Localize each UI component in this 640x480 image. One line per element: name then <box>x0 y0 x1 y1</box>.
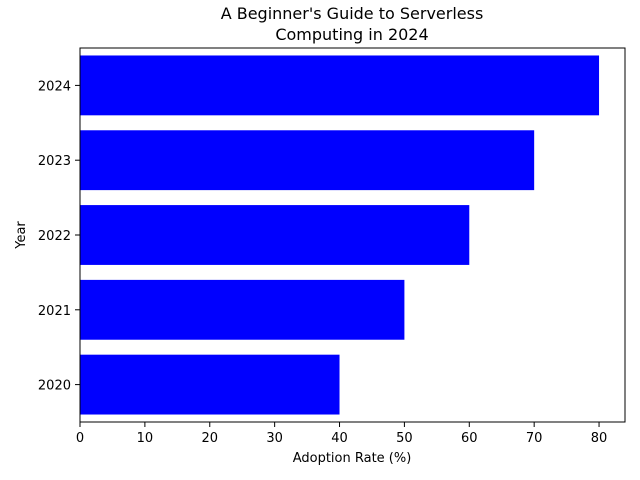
y-axis-ticks: 2020 2021 2022 2023 2024 <box>38 79 80 394</box>
bars-group <box>80 55 600 415</box>
y-tick-label-2021: 2021 <box>38 304 71 319</box>
bar-2021 <box>80 279 405 340</box>
bar-2020 <box>80 354 340 415</box>
y-tick-label-2024: 2024 <box>38 79 71 94</box>
y-tick-label-2020: 2020 <box>38 379 71 394</box>
x-tick-label: 60 <box>461 431 478 446</box>
x-axis-label: Adoption Rate (%) <box>293 451 412 466</box>
x-tick-label: 40 <box>331 431 348 446</box>
x-tick-label: 20 <box>201 431 218 446</box>
bar-2023 <box>80 130 535 191</box>
x-tick-label: 70 <box>526 431 543 446</box>
bar-2022 <box>80 205 470 265</box>
y-tick-label-2023: 2023 <box>38 154 71 169</box>
chart-title-line-2: Computing in 2024 <box>275 25 428 44</box>
x-tick-label: 80 <box>591 431 608 446</box>
bar-2024 <box>80 55 600 116</box>
x-tick-label: 30 <box>266 431 283 446</box>
y-tick-label-2022: 2022 <box>38 229 71 244</box>
x-tick-label: 0 <box>76 431 84 446</box>
x-tick-label: 50 <box>396 431 413 446</box>
chart-title: A Beginner's Guide to Serverless Computi… <box>221 4 484 44</box>
chart-title-line-1: A Beginner's Guide to Serverless <box>221 4 484 23</box>
x-tick-label: 10 <box>137 431 154 446</box>
y-axis-label: Year <box>14 221 29 250</box>
x-axis-ticks: 0 10 20 30 40 50 60 70 80 <box>76 422 607 446</box>
